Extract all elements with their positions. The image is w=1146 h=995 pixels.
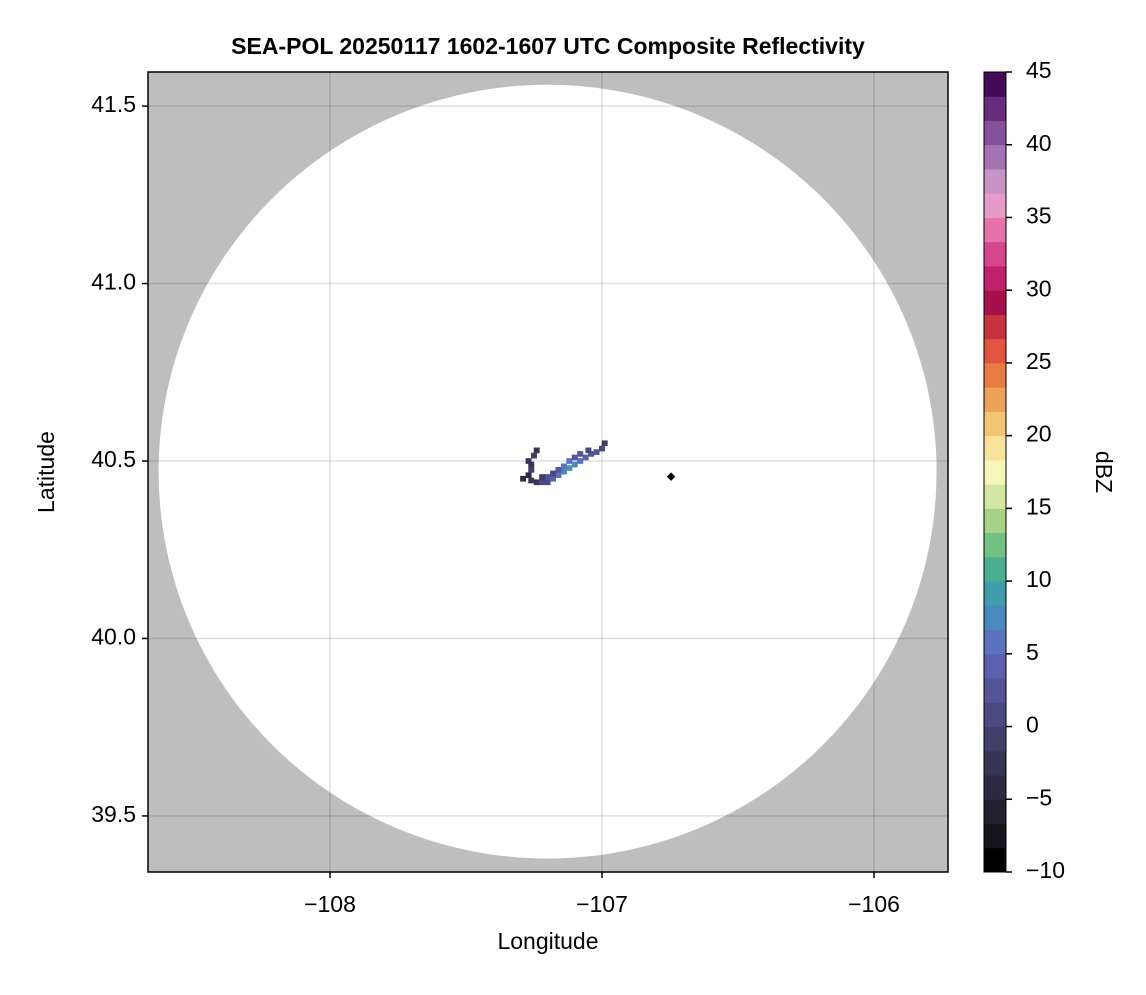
colorbar-segment	[984, 653, 1006, 679]
reflectivity-cell	[550, 475, 557, 482]
reflectivity-cell	[585, 447, 592, 454]
reflectivity-cell	[528, 467, 535, 473]
colorbar-segment	[984, 96, 1006, 121]
colorbar-segment	[984, 823, 1006, 849]
reflectivity-cell	[550, 470, 557, 477]
colorbar-segment	[984, 726, 1006, 752]
y-tick-label: 41.5	[91, 91, 136, 117]
colorbar-tick-label: 40	[1026, 130, 1052, 156]
colorbar-tick-label: 45	[1026, 57, 1052, 83]
colorbar-tick-label: 25	[1026, 348, 1052, 374]
colorbar-segment	[984, 168, 1006, 194]
colorbar-segment	[984, 265, 1006, 291]
colorbar-segment	[984, 702, 1006, 728]
colorbar-segment	[984, 217, 1006, 243]
colorbar-segment	[984, 532, 1006, 558]
colorbar-segment	[984, 435, 1006, 461]
colorbar-segment	[984, 144, 1006, 170]
reflectivity-cell	[566, 458, 573, 464]
colorbar-tick-label: 0	[1026, 712, 1039, 738]
colorbar-segment	[984, 750, 1006, 776]
reflectivity-cell	[544, 474, 551, 480]
reflectivity-cell	[560, 463, 567, 470]
reflectivity-cell	[533, 479, 540, 486]
reflectivity-cell	[530, 452, 537, 459]
colorbar-segment	[984, 411, 1006, 437]
radar-marker	[666, 472, 676, 481]
colorbar-segment	[984, 193, 1006, 218]
reflectivity-cell	[544, 479, 551, 486]
colorbar-segment	[984, 120, 1006, 146]
colorbar-segment	[984, 338, 1006, 364]
reflectivity-cell	[571, 461, 578, 468]
reflectivity-cell	[577, 451, 584, 457]
colorbar-tick-label: 20	[1026, 421, 1052, 447]
x-tick-label: −107	[576, 891, 628, 917]
reflectivity-cell	[577, 458, 584, 464]
colorbar-segment	[984, 775, 1006, 800]
x-axis-label: Longitude	[497, 928, 598, 954]
y-tick-label: 40.0	[91, 624, 136, 650]
colorbar-frame	[983, 71, 1007, 873]
colorbar-segment	[984, 629, 1006, 655]
y-tick-label: 41.0	[91, 269, 136, 295]
colorbar-tick-label: 5	[1026, 639, 1039, 665]
colorbar-tick-label: 15	[1026, 493, 1052, 519]
reflectivity-cell	[582, 454, 589, 461]
colorbar-segment	[984, 581, 1006, 606]
colorbar-segment	[984, 459, 1006, 485]
x-tick-label: −108	[304, 891, 356, 917]
colorbar-segment	[984, 847, 1006, 873]
reflectivity-cell	[555, 472, 562, 479]
y-tick-label: 39.5	[91, 801, 136, 827]
colorbar-segment	[984, 678, 1006, 703]
x-tick-label: −106	[848, 891, 900, 917]
colorbar-segment	[984, 387, 1006, 412]
colorbar-segment	[984, 799, 1006, 825]
colorbar-tick-label: 35	[1026, 203, 1052, 229]
reflectivity-cell	[566, 465, 573, 471]
reflectivity-cell	[588, 451, 595, 457]
reflectivity-cell	[525, 458, 532, 464]
chart-title: SEA-POL 20250117 1602-1607 UTC Composite…	[231, 33, 865, 59]
reflectivity-cell	[520, 475, 527, 482]
colorbar-segment	[984, 72, 1006, 97]
colorbar-tick-label: −5	[1026, 784, 1052, 810]
y-axis-label: Latitude	[33, 431, 59, 513]
colorbar-segment	[984, 484, 1006, 509]
colorbar-tick-label: 30	[1026, 275, 1052, 301]
colorbar-label: dBZ	[1091, 451, 1117, 493]
reflectivity-cell	[601, 440, 608, 447]
colorbar-tick-label: 10	[1026, 566, 1052, 592]
plot-frame	[147, 71, 949, 873]
colorbar-segment	[984, 241, 1006, 267]
radar-coverage	[158, 84, 937, 859]
colorbar-segment	[984, 556, 1006, 582]
colorbar-segment	[984, 605, 1006, 631]
reflectivity-cell	[599, 445, 605, 452]
reflectivity-cell	[528, 461, 535, 468]
colorbar-segment	[984, 508, 1006, 534]
colorbar-tick-label: −10	[1026, 857, 1065, 883]
colorbar-segment	[984, 362, 1006, 388]
y-tick-label: 40.5	[91, 446, 136, 472]
reflectivity-cell	[539, 479, 546, 486]
reflectivity-cell	[555, 467, 562, 473]
reflectivity-cell	[571, 454, 578, 461]
reflectivity-cell	[525, 472, 532, 479]
colorbar-segment	[984, 290, 1006, 315]
reflectivity-cell	[539, 474, 546, 480]
reflectivity-cell	[593, 449, 600, 455]
reflectivity-cell	[528, 477, 535, 484]
reflectivity-cell	[560, 468, 567, 475]
colorbar-segment	[984, 314, 1006, 340]
reflectivity-cell	[533, 447, 540, 454]
